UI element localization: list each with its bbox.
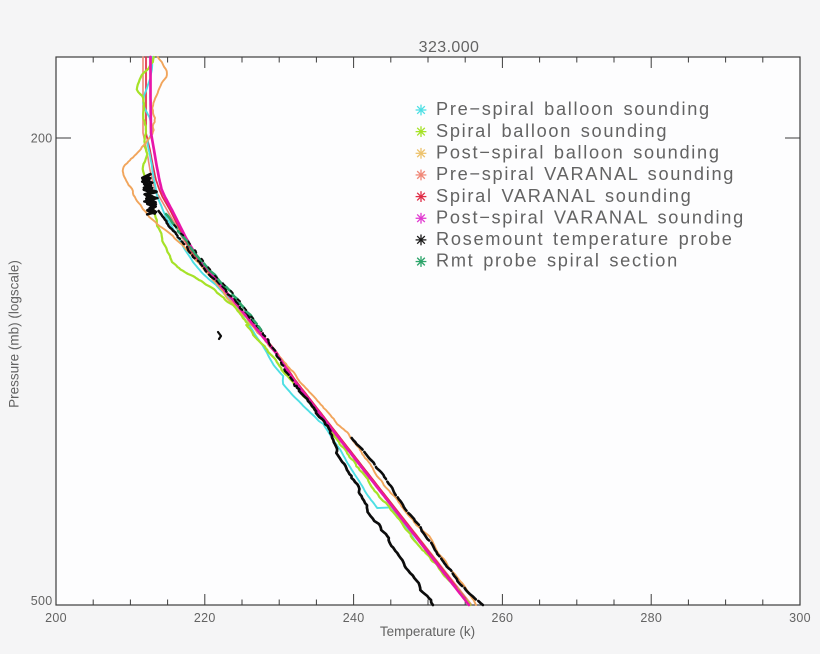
svg-text:200: 200 <box>45 611 67 625</box>
svg-text:Pre−spiral balloon sounding: Pre−spiral balloon sounding <box>436 99 711 119</box>
svg-text:220: 220 <box>194 611 216 625</box>
svg-text:Pressure (mb) (logscale): Pressure (mb) (logscale) <box>7 260 22 408</box>
svg-text:323.000: 323.000 <box>419 39 480 56</box>
svg-text:Post−spiral VARANAL sounding: Post−spiral VARANAL sounding <box>436 207 745 227</box>
svg-text:Temperature (k): Temperature (k) <box>380 624 475 639</box>
svg-text:Pre−spiral VARANAL sounding: Pre−spiral VARANAL sounding <box>436 164 735 184</box>
svg-text:260: 260 <box>492 611 514 625</box>
svg-text:Spiral VARANAL sounding: Spiral VARANAL sounding <box>436 186 692 206</box>
svg-text:Rmt probe spiral section: Rmt probe spiral section <box>436 251 679 271</box>
svg-text:Rosemount temperature probe: Rosemount temperature probe <box>436 229 734 249</box>
svg-text:200: 200 <box>31 132 53 146</box>
svg-text:500: 500 <box>31 594 53 608</box>
svg-text:240: 240 <box>343 611 365 625</box>
svg-text:Spiral balloon sounding: Spiral balloon sounding <box>436 121 668 141</box>
svg-text:300: 300 <box>789 611 811 625</box>
svg-text:280: 280 <box>640 611 662 625</box>
svg-text:Post−spiral balloon sounding: Post−spiral balloon sounding <box>436 143 721 163</box>
